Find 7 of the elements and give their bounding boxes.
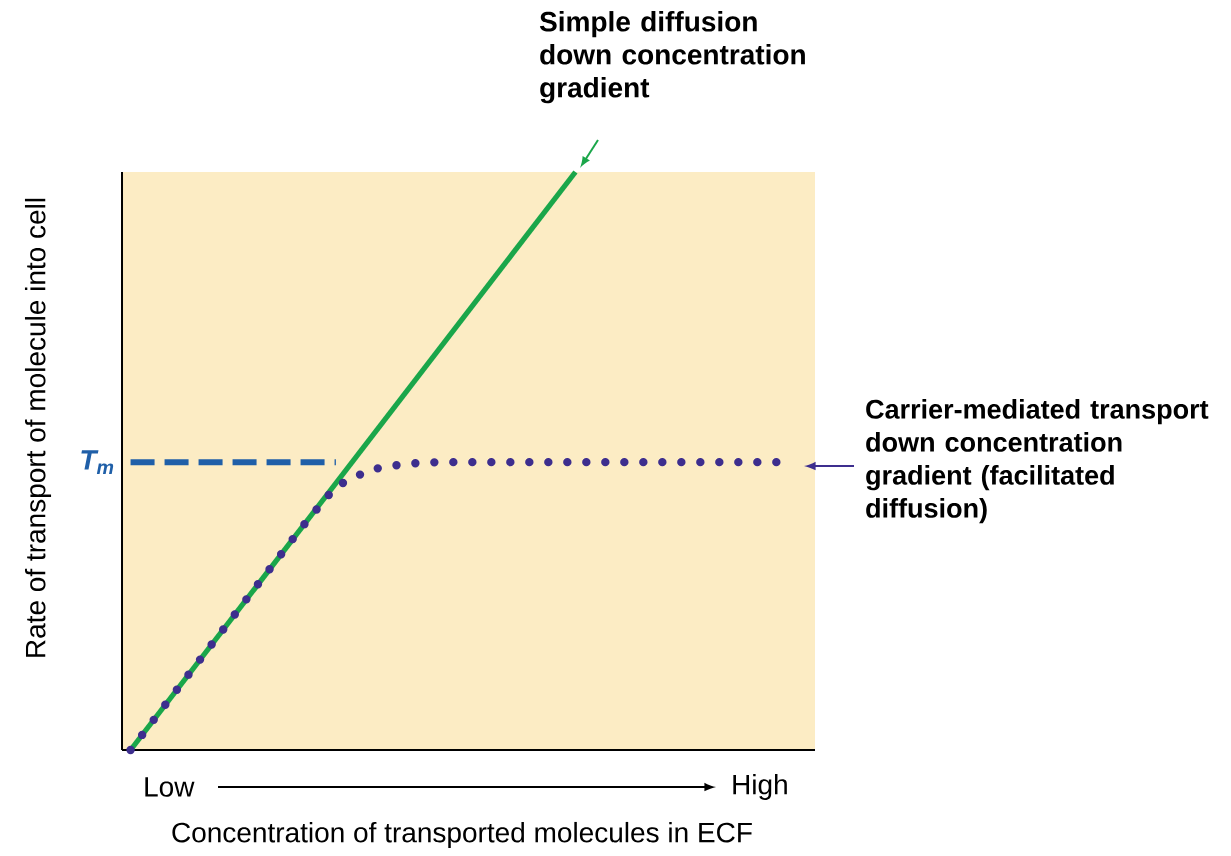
legend-label: Carrier-mediated transport down concentration gradient (facilitated diffusion) xyxy=(866,399,1209,524)
x-axis-title: Concentration of transported molecules in ECF xyxy=(172,821,752,849)
series-label: T$_{m}$ xyxy=(81,450,114,474)
text: Low xyxy=(145,777,195,797)
text: High xyxy=(733,773,787,801)
text: Simple diffusion down concentration gradient xyxy=(539,11,805,104)
y-axis-title: Rate of transport of molecule into cell xyxy=(24,198,52,657)
